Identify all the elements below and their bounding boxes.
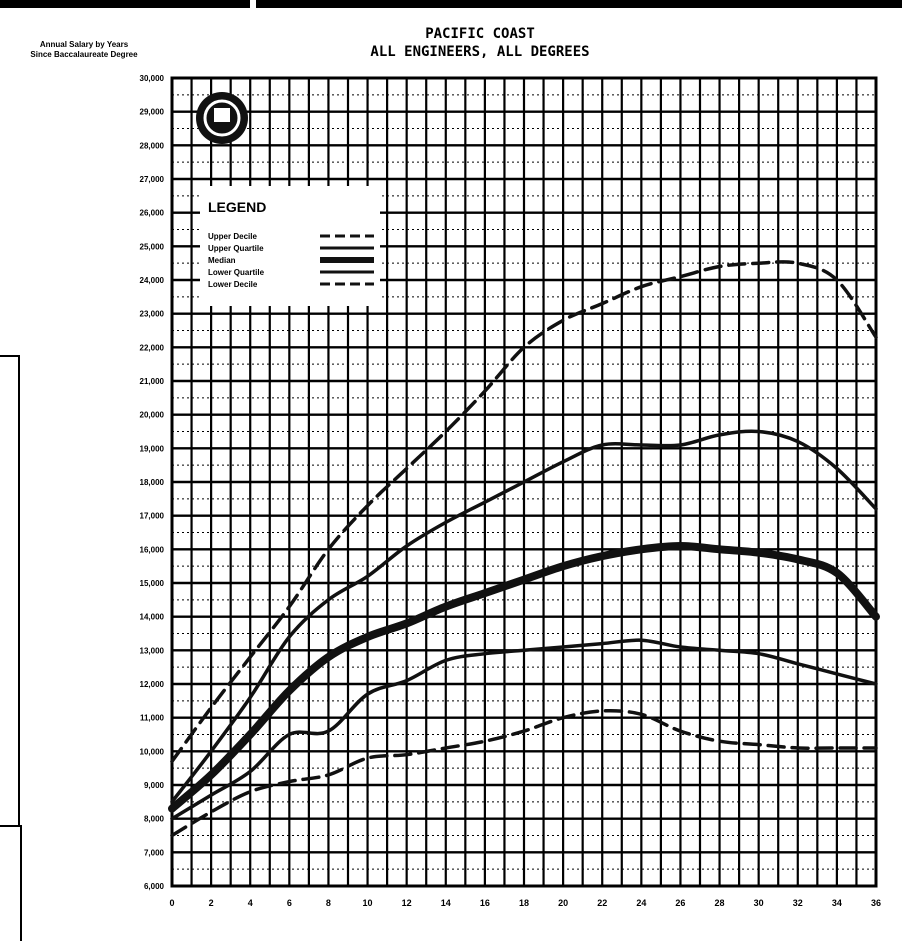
y-tick-label: 6,000 <box>144 882 165 891</box>
legend-label: Upper Quartile <box>208 244 264 253</box>
x-tick-label: 26 <box>675 898 685 908</box>
series-line-median <box>168 542 880 813</box>
x-tick-label: 28 <box>715 898 725 908</box>
top-rule-right <box>256 0 902 8</box>
y-tick-label: 25,000 <box>140 242 165 251</box>
x-tick-label: 22 <box>597 898 607 908</box>
x-tick-label: 32 <box>793 898 803 908</box>
seal-logo-ring <box>203 99 241 137</box>
y-tick-label: 21,000 <box>140 377 165 386</box>
legend-label: Upper Decile <box>208 232 257 241</box>
x-tick-label: 24 <box>636 898 646 908</box>
legend: LEGEND Upper Decile Upper Quartile Median Lo… <box>196 92 380 306</box>
x-tick-label: 36 <box>871 898 881 908</box>
series-line-lower-decile <box>170 708 878 838</box>
chart-subtitle: ALL ENGINEERS, ALL DEGREES <box>370 44 590 60</box>
y-tick-label: 9,000 <box>144 781 165 790</box>
x-tick-label: 14 <box>441 898 451 908</box>
y-tick-label: 16,000 <box>140 545 165 554</box>
x-tick-label: 6 <box>287 898 292 908</box>
y-tick-label: 17,000 <box>140 512 165 521</box>
x-tick-label: 20 <box>558 898 568 908</box>
y-tick-label: 19,000 <box>140 444 165 453</box>
y-tick-label: 22,000 <box>140 343 165 352</box>
y-tick-label: 24,000 <box>140 276 165 285</box>
left-bracket-vertical <box>18 355 20 825</box>
x-tick-label: 10 <box>363 898 373 908</box>
y-tick-label: 30,000 <box>140 74 165 83</box>
y-tick-label: 23,000 <box>140 310 165 319</box>
x-tick-label: 34 <box>832 898 842 908</box>
series-line-upper-quartile <box>170 429 878 804</box>
y-tick-label: 29,000 <box>140 108 165 117</box>
chart-title: PACIFIC COAST <box>425 26 535 42</box>
y-tick-label: 26,000 <box>140 209 165 218</box>
x-tick-label: 16 <box>480 898 490 908</box>
seal-logo-center <box>214 108 230 122</box>
y-tick-label: 12,000 <box>140 680 165 689</box>
y-tick-label: 28,000 <box>140 141 165 150</box>
top-rule-left <box>0 0 250 8</box>
y-tick-label: 8,000 <box>144 815 165 824</box>
left-bracket-top <box>0 355 20 357</box>
y-tick-label: 7,000 <box>144 848 165 857</box>
left-bracket-lower-vertical <box>20 825 22 941</box>
x-tick-label: 30 <box>754 898 764 908</box>
tick-labels: 0 2 4 6 8 10 12 14 16 18 20 22 24 26 28 30 32 34 366,0007,… <box>140 74 881 908</box>
legend-label: Lower Decile <box>208 280 258 289</box>
legend-label: Lower Quartile <box>208 268 265 277</box>
y-tick-label: 20,000 <box>140 411 165 420</box>
y-tick-label: 13,000 <box>140 646 165 655</box>
y-tick-label: 11,000 <box>140 714 165 723</box>
x-tick-label: 18 <box>519 898 529 908</box>
x-tick-label: 2 <box>209 898 214 908</box>
x-tick-label: 0 <box>169 898 174 908</box>
legend-box <box>200 186 380 306</box>
y-tick-label: 14,000 <box>140 613 165 622</box>
y-tick-label: 15,000 <box>140 579 165 588</box>
y-tick-label: 18,000 <box>140 478 165 487</box>
legend-label: Median <box>208 256 236 265</box>
series-lines <box>168 260 880 838</box>
series-line-lower-quartile <box>170 638 878 821</box>
left-bracket-lower <box>0 825 22 827</box>
legend-title: LEGEND <box>208 199 266 215</box>
x-tick-label: 4 <box>248 898 253 908</box>
y-tick-label: 10,000 <box>140 747 165 756</box>
series-line-upper-decile <box>170 260 878 764</box>
y-axis-title-line2: Since Baccalaureate Degree <box>30 50 138 59</box>
y-axis-title-line1: Annual Salary by Years <box>39 40 129 49</box>
x-tick-label: 12 <box>402 898 412 908</box>
x-tick-label: 8 <box>326 898 331 908</box>
y-tick-label: 27,000 <box>140 175 165 184</box>
